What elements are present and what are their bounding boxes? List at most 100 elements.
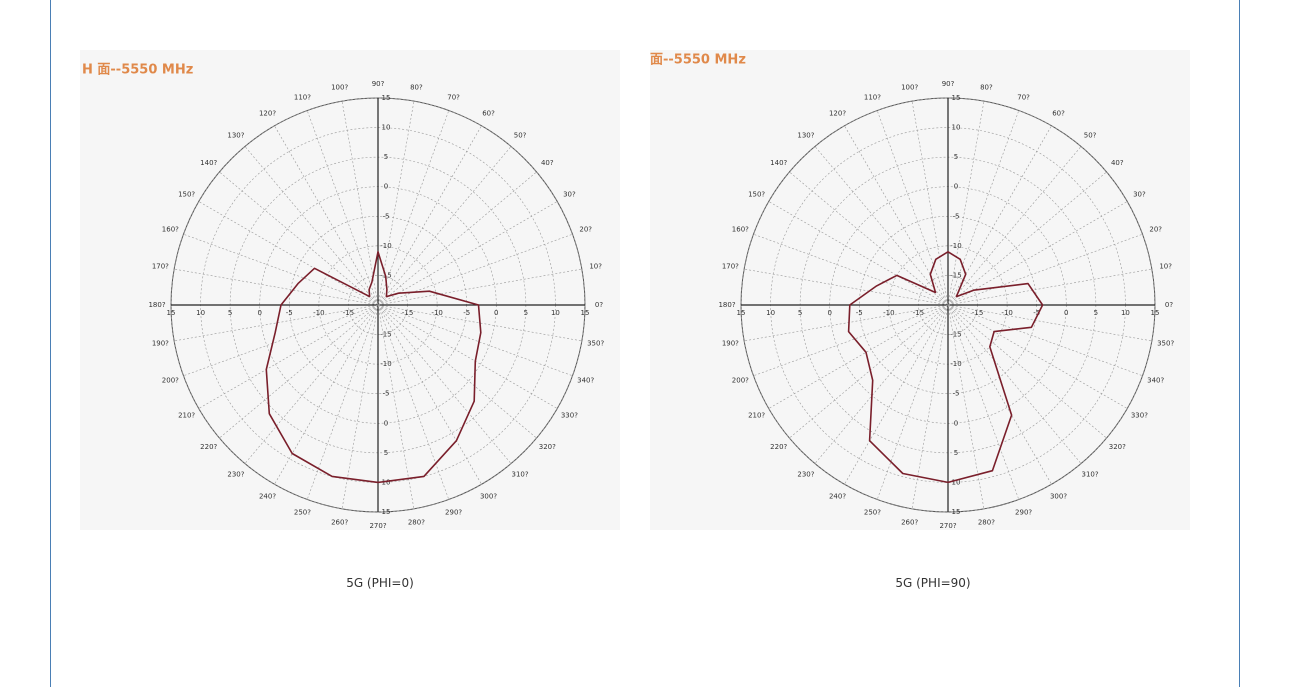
theta-tick-label: 80? <box>410 83 423 91</box>
grid-spoke <box>947 125 1052 306</box>
r-tick-label: -5 <box>856 309 863 317</box>
grid-spoke <box>377 304 450 500</box>
r-tick-label: 15 <box>1151 309 1160 317</box>
theta-tick-label: 170? <box>722 263 739 271</box>
grid-spoke <box>768 201 949 306</box>
theta-tick-label: 330? <box>561 412 578 420</box>
r-tick-label: -10 <box>380 360 391 368</box>
theta-tick-label: 320? <box>539 443 556 451</box>
pattern-curve <box>265 251 482 484</box>
theta-tick-label: 350? <box>1157 339 1174 347</box>
grid-spoke <box>377 304 482 485</box>
grid-spoke <box>753 304 949 377</box>
r-tick-label: 5 <box>384 153 388 161</box>
grid-spoke <box>947 201 1128 306</box>
r-tick-label: 15 <box>952 94 961 102</box>
theta-tick-label: 0? <box>595 301 603 309</box>
r-tick-label: 10 <box>952 124 961 132</box>
theta-tick-label: 110? <box>864 93 881 101</box>
r-tick-label: -5 <box>383 390 390 398</box>
grid-spoke <box>274 125 379 306</box>
theta-tick-label: 70? <box>1017 93 1030 101</box>
r-tick-label: -5 <box>463 309 470 317</box>
grid-spoke <box>947 304 1082 464</box>
grid-spoke <box>911 304 949 509</box>
r-tick-label: 0 <box>384 419 388 427</box>
r-tick-label: -5 <box>953 212 960 220</box>
grid-spoke <box>814 146 949 306</box>
theta-tick-label: 260? <box>901 519 918 527</box>
grid-spoke <box>947 304 1128 409</box>
r-tick-label: 15 <box>382 508 391 516</box>
r-tick-label: 10 <box>382 124 391 132</box>
theta-tick-label: 270? <box>369 522 386 530</box>
theta-tick-label: 230? <box>227 470 244 478</box>
chart-title: 面--5550 MHz <box>650 53 746 68</box>
grid-spoke <box>244 146 379 306</box>
grid-spoke <box>789 171 949 306</box>
theta-tick-label: 310? <box>1082 470 1099 478</box>
theta-tick-label: 60? <box>1052 110 1065 118</box>
r-tick-label: -15 <box>343 309 354 317</box>
theta-tick-label: 150? <box>748 191 765 199</box>
r-tick-label: 10 <box>952 478 961 486</box>
r-tick-label: 5 <box>384 449 388 457</box>
theta-tick-label: 10? <box>589 263 602 271</box>
grid-spoke <box>844 304 949 485</box>
theta-tick-label: 40? <box>541 159 554 167</box>
r-tick-label: -5 <box>286 309 293 317</box>
r-tick-label: 15 <box>581 309 590 317</box>
theta-tick-label: 30? <box>1133 191 1146 199</box>
r-tick-label: -10 <box>380 242 391 250</box>
theta-tick-label: 250? <box>294 509 311 517</box>
grid-spoke <box>244 304 379 464</box>
r-tick-label: 5 <box>228 309 232 317</box>
theta-tick-label: 220? <box>200 443 217 451</box>
theta-tick-label: 260? <box>331 519 348 527</box>
r-tick-label: -15 <box>972 309 983 317</box>
theta-tick-label: 150? <box>178 191 195 199</box>
caption: 5G (PHI=90) <box>895 576 971 590</box>
grid-spoke <box>768 304 949 409</box>
caption: 5G (PHI=0) <box>346 576 414 590</box>
theta-tick-label: 50? <box>1084 132 1097 140</box>
r-tick-label: -10 <box>883 309 894 317</box>
r-tick-label: 10 <box>382 478 391 486</box>
grid-spoke <box>174 304 379 342</box>
theta-tick-label: 50? <box>514 132 527 140</box>
theta-tick-label: 140? <box>200 159 217 167</box>
r-tick-label: 10 <box>766 309 775 317</box>
grid-spoke <box>306 304 379 500</box>
grid-spoke <box>876 304 949 500</box>
grid-spoke <box>341 101 379 306</box>
theta-tick-label: 300? <box>1050 492 1067 500</box>
theta-tick-label: 350? <box>587 339 604 347</box>
r-tick-label: 0 <box>257 309 261 317</box>
content-frame <box>50 0 1240 687</box>
theta-tick-label: 130? <box>227 132 244 140</box>
theta-tick-label: 130? <box>797 132 814 140</box>
theta-tick-label: 170? <box>152 263 169 271</box>
r-tick-label: 15 <box>382 94 391 102</box>
theta-tick-label: 300? <box>480 492 497 500</box>
grid-spoke <box>377 304 573 377</box>
theta-tick-label: 320? <box>1109 443 1126 451</box>
grid-spoke <box>198 304 379 409</box>
grid-spoke <box>947 304 1143 377</box>
grid-spoke <box>844 125 949 306</box>
theta-tick-label: 250? <box>864 509 881 517</box>
theta-tick-label: 280? <box>978 519 995 527</box>
r-tick-label: 5 <box>954 449 958 457</box>
theta-tick-label: 60? <box>482 110 495 118</box>
theta-tick-label: 280? <box>408 519 425 527</box>
grid-spoke <box>744 304 949 342</box>
grid-spoke <box>377 110 450 306</box>
theta-tick-label: 210? <box>178 412 195 420</box>
r-tick-label: -15 <box>380 331 391 339</box>
theta-tick-label: 160? <box>732 225 749 233</box>
theta-tick-label: 180? <box>148 301 165 309</box>
grid-spoke <box>947 171 1107 306</box>
polar-chart: 面--5550 MHz 15 15 15 15 10 10 10 10 5 5 5 5 0 0 0 0 -5 -5 -… <box>650 50 1190 530</box>
grid-spoke <box>377 146 512 306</box>
grid-spoke <box>744 268 949 306</box>
